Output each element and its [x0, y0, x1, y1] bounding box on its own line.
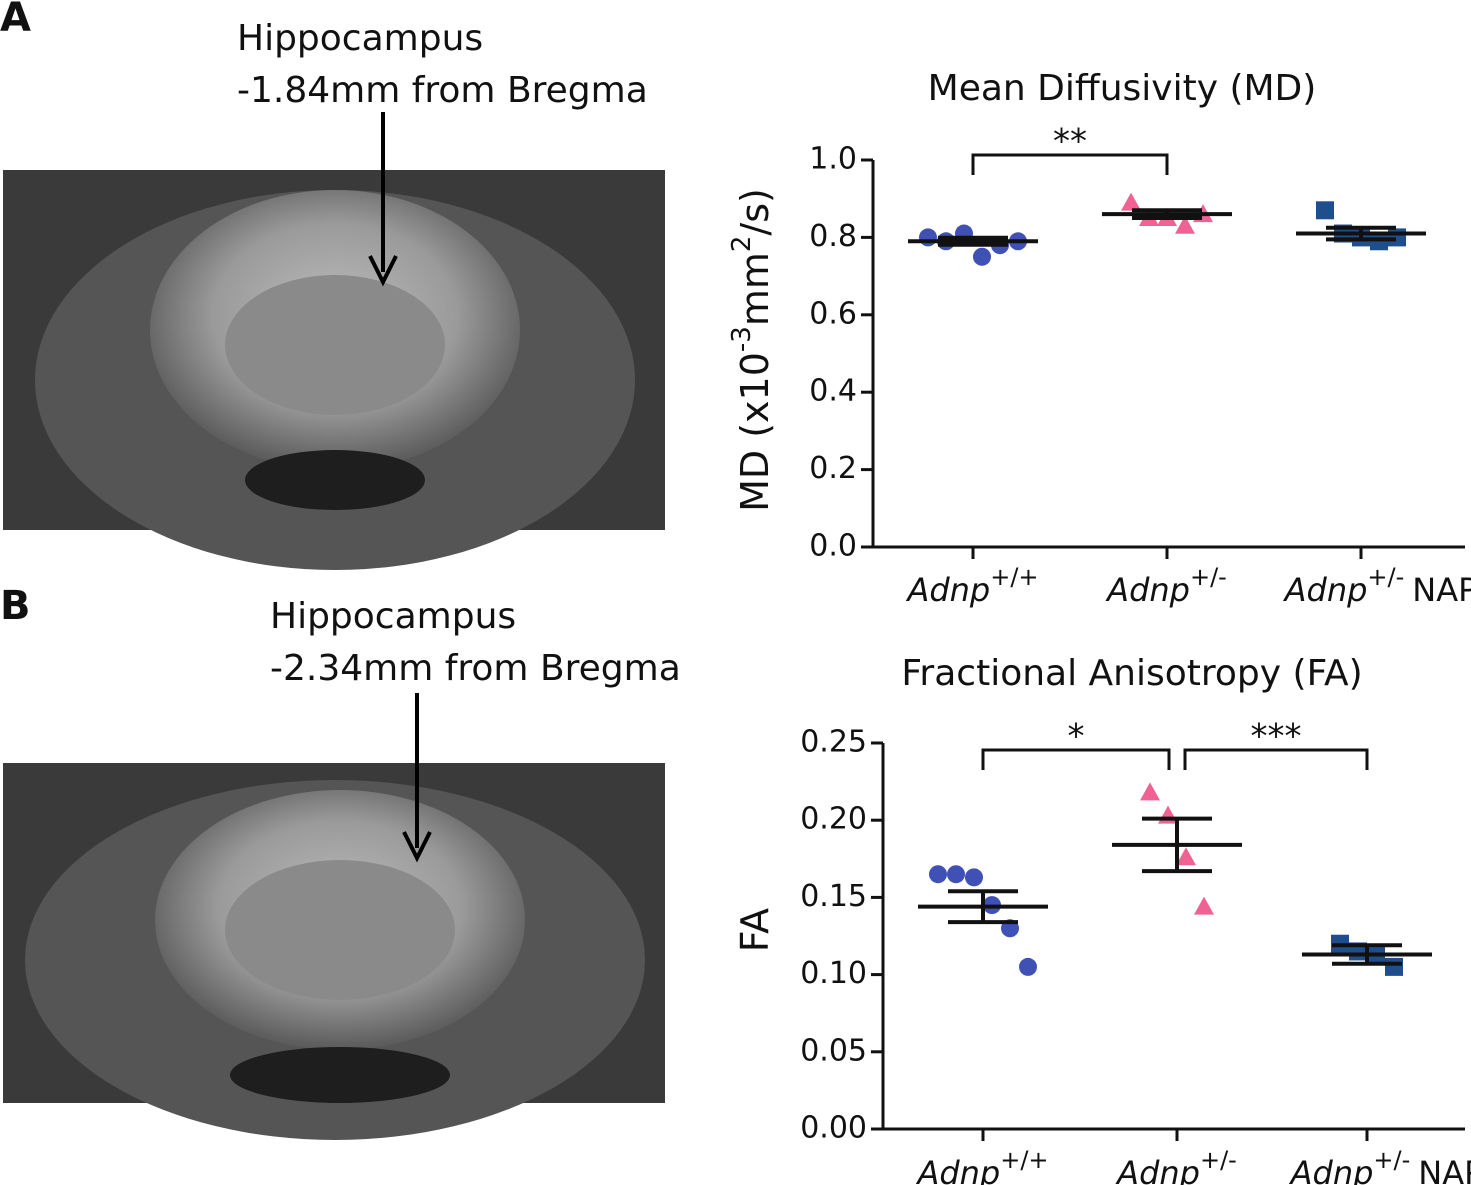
data-point	[1385, 957, 1403, 976]
gene-name: Adnp	[905, 571, 990, 609]
y-axis-label-part: FA	[733, 908, 777, 952]
treatment: NAP	[1418, 1154, 1471, 1185]
data-point	[1140, 782, 1160, 801]
data-point	[973, 247, 991, 266]
data-point	[1121, 192, 1141, 211]
y-axis-label-part: /s)	[733, 188, 777, 235]
chart-title: Mean Diffusivity (MD)	[928, 68, 1317, 109]
y-tick-label: 0.20	[800, 802, 867, 837]
genotype: +/+	[990, 563, 1038, 591]
y-axis-label-part: -3	[727, 326, 757, 352]
significance-label: ***	[1251, 717, 1302, 757]
annotation: Hippocampus	[270, 596, 516, 637]
data-point	[947, 865, 965, 884]
data-point	[1019, 957, 1037, 976]
y-tick-label: 0.4	[809, 374, 857, 409]
x-tick-label: Adnp+/- NAP	[1283, 563, 1471, 609]
genotype: +/-	[1190, 563, 1227, 591]
panel-label: A	[0, 0, 31, 41]
gene-name: Adnp	[1283, 571, 1368, 609]
gene-name: Adnp	[1105, 571, 1190, 609]
data-point	[929, 865, 947, 884]
y-axis-label: MD (x10-3mm2/s)	[727, 188, 777, 512]
significance-bracket	[971, 153, 1169, 175]
significance-label: *	[1068, 717, 1085, 757]
annotation: -1.84mm from Bregma	[237, 70, 648, 111]
data-point	[919, 228, 937, 247]
y-tick-label: 0.25	[800, 725, 867, 760]
genotype: +/-	[1367, 563, 1404, 591]
data-point	[1194, 896, 1214, 915]
data-point	[965, 868, 983, 887]
genotype: +/+	[1000, 1146, 1048, 1174]
gene-name: Adnp	[915, 1154, 1000, 1185]
chart-title: Fractional Anisotropy (FA)	[901, 653, 1362, 694]
annotation: Hippocampus	[237, 18, 483, 59]
x-tick-label: Adnp+/- NAP	[1289, 1146, 1471, 1185]
genotype: +/-	[1200, 1146, 1237, 1174]
y-axis-label-part: mm	[733, 252, 777, 326]
mri-image	[3, 763, 665, 1140]
y-tick-label: 1.0	[809, 142, 857, 177]
y-tick-label: 0.8	[809, 219, 857, 254]
genotype: +/-	[1373, 1146, 1410, 1174]
y-tick-label: 0.6	[809, 296, 857, 331]
mri-image	[3, 170, 665, 570]
annotation: -2.34mm from Bregma	[270, 648, 681, 689]
x-tick-label: Adnp+/-	[1115, 1146, 1237, 1185]
y-axis-label-part: 2	[727, 236, 757, 253]
data-point	[1316, 201, 1334, 220]
y-tick-label: 0.15	[800, 879, 867, 914]
gene-name: Adnp	[1115, 1154, 1200, 1185]
x-tick-label: Adnp+/-	[1105, 563, 1227, 609]
y-axis-label-part: MD (x10	[733, 352, 777, 512]
data-point	[1176, 847, 1196, 866]
y-tick-label: 0.05	[800, 1033, 867, 1068]
y-tick-label: 0.00	[800, 1111, 867, 1146]
significance-bracket	[1183, 748, 1369, 770]
significance-bracket	[981, 748, 1171, 770]
gene-name: Adnp	[1289, 1154, 1374, 1185]
y-tick-label: 0.0	[809, 529, 857, 564]
y-tick-label: 0.10	[800, 956, 867, 991]
y-tick-label: 0.2	[809, 451, 857, 486]
significance-label: **	[1053, 122, 1087, 162]
x-tick-label: Adnp+/+	[915, 1146, 1048, 1185]
panel-label: B	[0, 583, 31, 629]
x-tick-label: Adnp+/+	[905, 563, 1038, 609]
treatment: NAP	[1412, 571, 1471, 609]
data-point	[1175, 215, 1195, 234]
y-axis-label: FA	[733, 908, 777, 952]
